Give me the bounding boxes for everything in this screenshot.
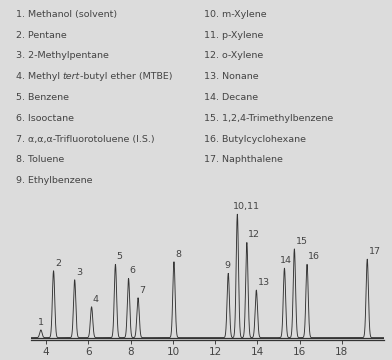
Text: 14. Decane: 14. Decane (204, 93, 258, 102)
Text: 12: 12 (248, 230, 260, 239)
Text: 4: 4 (93, 294, 99, 303)
Text: 2. Pentane: 2. Pentane (16, 31, 66, 40)
Text: 1. Methanol (solvent): 1. Methanol (solvent) (16, 10, 117, 19)
Text: 15: 15 (296, 237, 308, 246)
Text: 17. Naphthalene: 17. Naphthalene (204, 155, 283, 164)
Text: 16: 16 (309, 252, 320, 261)
Text: 10. m-Xylene: 10. m-Xylene (204, 10, 267, 19)
Text: 10,11: 10,11 (233, 202, 260, 211)
Text: 6: 6 (130, 266, 136, 275)
Text: 11. p-Xylene: 11. p-Xylene (204, 31, 263, 40)
Text: 7. α,α,α-Trifluorotoluene (I.S.): 7. α,α,α-Trifluorotoluene (I.S.) (16, 135, 154, 144)
Text: 8: 8 (175, 249, 181, 258)
Text: 13. Nonane: 13. Nonane (204, 72, 258, 81)
Text: -butyl ether (MTBE): -butyl ether (MTBE) (80, 72, 172, 81)
Text: 16. Butylcyclohexane: 16. Butylcyclohexane (204, 135, 306, 144)
Text: 15. 1,2,4-Trimethylbenzene: 15. 1,2,4-Trimethylbenzene (204, 114, 333, 123)
Text: 1: 1 (38, 318, 44, 327)
Text: 5: 5 (117, 252, 123, 261)
Text: tert: tert (63, 72, 80, 81)
Text: 9: 9 (225, 261, 230, 270)
Text: 6. Isooctane: 6. Isooctane (16, 114, 74, 123)
Text: 12. o-Xylene: 12. o-Xylene (204, 51, 263, 60)
Text: 9. Ethylbenzene: 9. Ethylbenzene (16, 176, 92, 185)
Text: 2: 2 (55, 258, 61, 267)
Text: 3: 3 (76, 267, 82, 276)
Text: 7: 7 (139, 285, 145, 294)
Text: 8. Toluene: 8. Toluene (16, 155, 64, 164)
Text: 4. Methyl: 4. Methyl (16, 72, 63, 81)
Text: 17: 17 (368, 247, 381, 256)
Text: 3. 2-Methylpentane: 3. 2-Methylpentane (16, 51, 109, 60)
Text: 13: 13 (258, 278, 270, 287)
Text: 14: 14 (280, 256, 292, 265)
Text: 5. Benzene: 5. Benzene (16, 93, 69, 102)
